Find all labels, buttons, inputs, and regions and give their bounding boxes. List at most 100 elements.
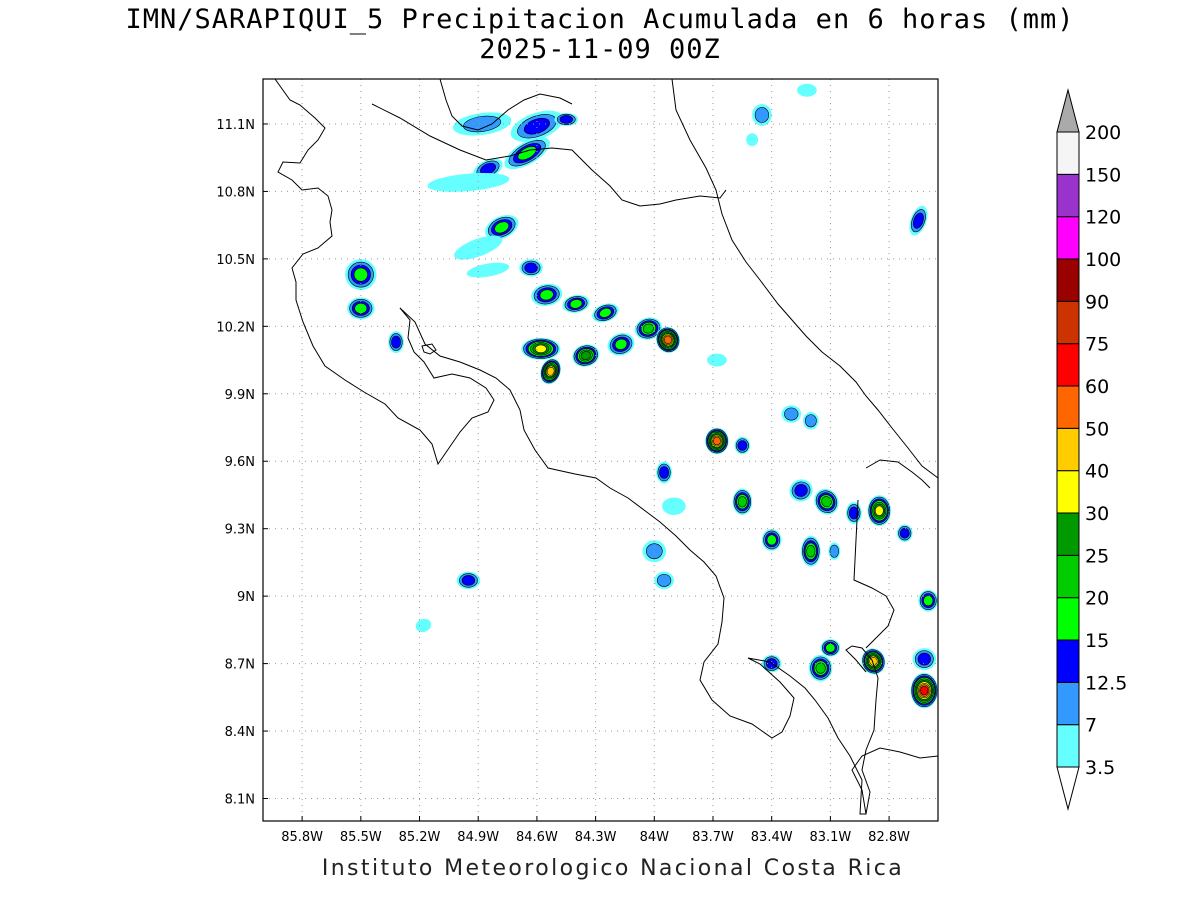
coastline-gulf-nicoya — [399, 307, 879, 815]
precip-contour — [707, 353, 727, 367]
tick-label-lon: 84.9W — [457, 830, 499, 845]
precip-contour — [523, 117, 550, 135]
tick-label-lon: 82.8W — [868, 830, 910, 845]
precip-cell — [732, 488, 753, 515]
tick-label-lon: 83.4W — [751, 830, 793, 845]
tick-label-lat: 10.5N — [216, 253, 255, 268]
precipitation-field — [345, 83, 938, 709]
tick-label-lon: 83.7W — [692, 830, 734, 845]
precip-cell — [521, 337, 561, 360]
precip-contour — [848, 506, 859, 520]
colorbar-level-label: 150 — [1085, 164, 1121, 186]
precip-contour — [656, 573, 672, 587]
tick-label-lat: 10.8N — [216, 185, 255, 200]
precip-cell — [347, 297, 375, 320]
precip-cell — [896, 524, 913, 542]
precip-cell — [634, 317, 663, 340]
tick-label-lat: 10.2N — [216, 320, 255, 335]
colorbar-level-label: 60 — [1085, 376, 1109, 398]
precip-cell — [802, 412, 819, 430]
colorbar-swatch — [1056, 597, 1080, 641]
precip-contour — [580, 351, 591, 361]
coastline-caribbean — [671, 79, 938, 479]
border-panama — [853, 459, 931, 649]
colorbar: 3.5 7 12.5 15 20 25 30 40 50 60 75 90 100 120 150 200 — [1056, 88, 1127, 811]
grid-lines — [263, 79, 938, 821]
colorbar-level-label: 100 — [1085, 249, 1121, 271]
precip-contour — [737, 496, 747, 508]
precip-contour — [804, 414, 817, 428]
colorbar-swatch — [1056, 343, 1080, 387]
colorbar-level-label: 90 — [1085, 291, 1109, 313]
colorbar-swatch — [1056, 639, 1080, 683]
tick-label-lat: 8.7N — [225, 658, 255, 673]
precip-cell — [427, 173, 510, 192]
precip-contour — [353, 267, 368, 282]
colorbar-swatch — [1056, 216, 1080, 260]
lake-nicaragua-shore — [439, 79, 573, 131]
precip-contour — [569, 299, 583, 309]
precip-contour — [659, 466, 669, 479]
tick-label-lat: 9.9N — [225, 388, 255, 403]
footer-credit: Instituto Meteorologico Nacional Costa R… — [321, 856, 905, 881]
precip-cell — [456, 571, 481, 590]
precip-contour — [899, 527, 910, 539]
precip-cell — [797, 83, 817, 97]
tick-label-lat: 8.4N — [225, 725, 255, 740]
colorbar-swatch — [1056, 258, 1080, 302]
tick-label-lon: 84W — [640, 830, 670, 845]
colorbar-swatch — [1056, 512, 1080, 556]
precip-contour — [815, 662, 826, 674]
precip-cell — [540, 358, 561, 385]
precip-contour — [746, 133, 759, 147]
precip-contour — [923, 595, 934, 607]
tick-label-lon: 85.8W — [281, 830, 323, 845]
precip-cell — [554, 112, 579, 126]
precip-contour — [874, 505, 884, 516]
tick-label-lon: 84.3W — [575, 830, 617, 845]
border-nicaragua — [371, 103, 727, 207]
precip-cell — [485, 214, 519, 240]
colorbar-level-label: 200 — [1085, 122, 1121, 144]
tick-label-lon: 83.1W — [809, 830, 851, 845]
colorbar-under-triangle — [1056, 766, 1080, 811]
precip-cell — [415, 618, 432, 633]
colorbar-swatch — [1056, 724, 1080, 768]
precip-cell — [388, 331, 404, 354]
precip-cell — [761, 528, 782, 551]
precip-cell — [789, 479, 813, 502]
precip-cell — [910, 672, 938, 709]
tick-label-lon: 85.2W — [399, 830, 441, 845]
island-nicoya — [421, 343, 437, 355]
colorbar-level-label: 15 — [1085, 630, 1109, 652]
coastline-borders — [274, 79, 938, 815]
precip-cell — [592, 303, 619, 323]
precip-contour — [546, 366, 555, 376]
precip-contour — [913, 212, 924, 229]
precip-contour — [917, 652, 931, 666]
precip-contour — [766, 534, 777, 546]
precip-contour — [754, 107, 770, 123]
precip-cell — [846, 501, 862, 524]
precip-cell — [607, 332, 635, 356]
precip-cell — [562, 294, 590, 313]
precip-cell — [801, 535, 821, 567]
colorbar-swatch — [1056, 385, 1080, 429]
precip-contour — [599, 307, 612, 318]
precip-contour — [391, 335, 401, 349]
precip-contour — [415, 618, 432, 633]
colorbar-over-triangle — [1056, 88, 1080, 133]
colorbar-swatch — [1056, 681, 1080, 726]
colorbar-level-label: 75 — [1085, 334, 1109, 356]
precip-cell — [861, 648, 886, 675]
tick-label-lat: 11.1N — [216, 118, 255, 133]
precip-contour — [797, 83, 817, 97]
axis-ticks: 85.8W 85.5W 85.2W 84.9W 84.6W 84.3W 84W 83.7W 83… — [216, 118, 910, 845]
precip-cell — [452, 112, 512, 136]
precip-contour — [737, 440, 748, 451]
tick-label-lon: 84.6W — [516, 830, 558, 845]
colorbar-swatch — [1056, 131, 1080, 175]
precip-cell — [656, 461, 672, 484]
precip-contour — [534, 344, 547, 354]
